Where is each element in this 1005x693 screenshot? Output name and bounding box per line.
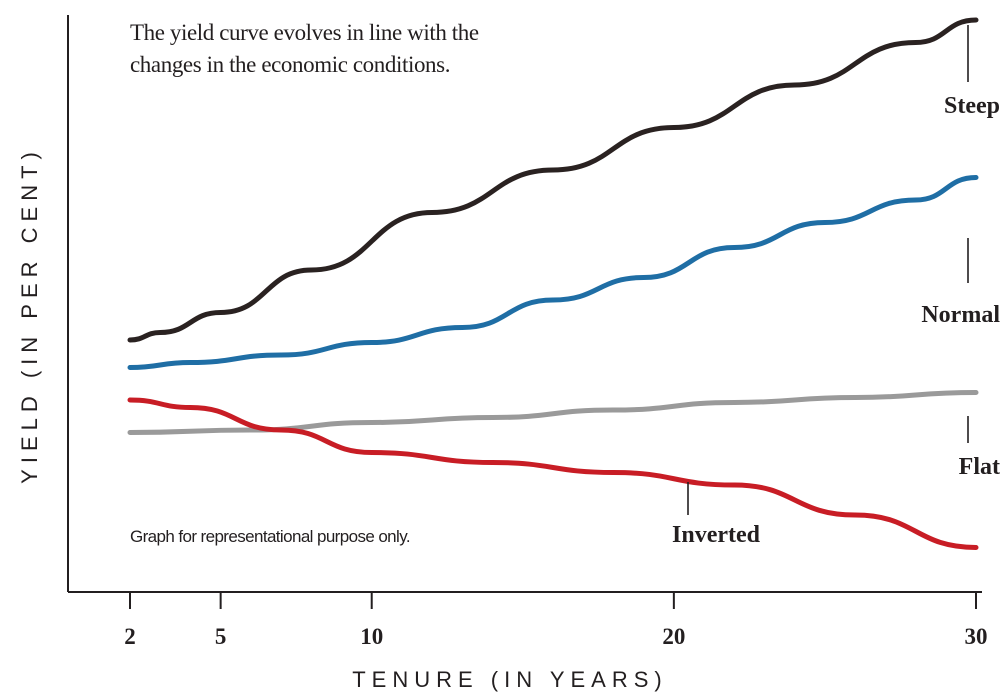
x-tick-label: 2 — [124, 624, 136, 649]
x-axis-title: TENURE (IN YEARS) — [352, 667, 668, 692]
series-labels: Steep Normal Flat Inverted — [672, 93, 1000, 548]
series-lines — [127, 17, 979, 550]
x-tick-label: 5 — [215, 624, 227, 649]
y-axis-title: YIELD (IN PER CENT) — [17, 146, 42, 484]
series-line-normal — [127, 175, 979, 370]
x-tick-label: 10 — [360, 624, 383, 649]
series-label-steep: Steep — [944, 93, 1000, 119]
x-tick-label: 30 — [965, 624, 988, 649]
chart-title-line-2: changes in the economic conditions. — [130, 52, 450, 77]
series-label-flat: Flat — [959, 454, 1000, 480]
disclaimer-note: Graph for representational purpose only. — [130, 527, 410, 546]
series-line-inverted — [127, 397, 979, 550]
chart-title-line-1: The yield curve evolves in line with the — [130, 20, 479, 45]
series-label-normal: Normal — [921, 302, 1000, 328]
series-label-inverted: Inverted — [672, 522, 761, 548]
series-line-steep — [127, 17, 979, 343]
label-leader-lines — [687, 25, 969, 515]
x-tick-label: 20 — [662, 624, 685, 649]
x-ticks: 2 5 10 20 30 — [124, 592, 988, 649]
